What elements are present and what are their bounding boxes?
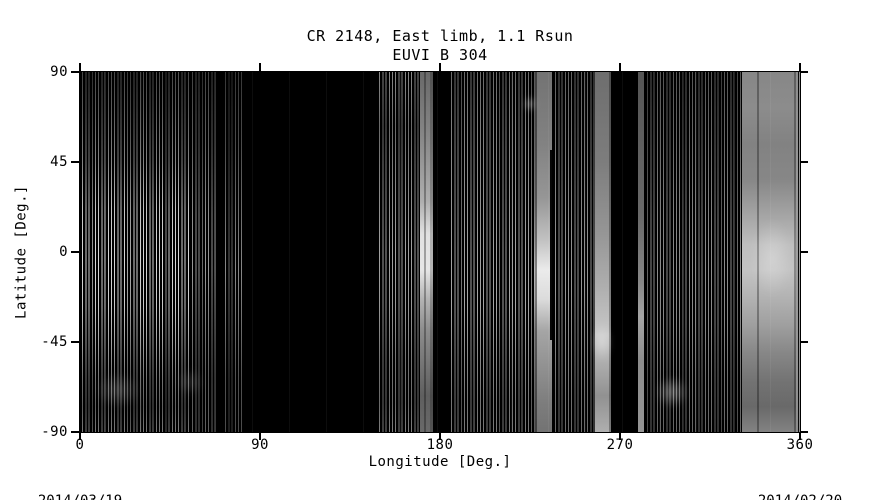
y-tick-label: 90 [50,64,68,80]
bright-region [752,220,792,296]
bright-region [176,368,204,396]
y-tick-label: -45 [41,334,68,350]
y-tick [71,341,80,343]
map-band [190,72,217,432]
map-band [595,72,611,432]
bright-region [592,324,612,360]
map-band [242,72,377,432]
plot-title-block: CR 2148, East limb, 1.1 Rsun EUVI B 304 [80,27,800,65]
bright-region [524,96,536,112]
map-band [223,72,242,432]
map-band [638,72,644,432]
map-band [553,72,595,432]
x-tick-top [439,63,441,72]
x-tick [619,432,621,440]
x-tick-top [79,63,81,72]
x-tick [439,432,441,440]
y-tick-right [800,161,808,163]
x-tick [799,432,801,440]
x-tick-label: 90 [251,437,269,453]
y-tick-right [800,71,808,73]
y-tick-right [800,251,808,253]
map-band [449,72,534,432]
x-tick-top [799,63,801,72]
y-tick [71,161,80,163]
bright-region [656,376,688,408]
x-tick [259,432,261,440]
y-tick [71,431,80,433]
start-date: 2014/03/19 [38,494,122,500]
carrington-map-image [80,72,800,432]
map-band [796,72,800,432]
x-tick-label: 360 [786,437,814,453]
x-tick-label: 0 [75,437,85,453]
x-tick-top [619,63,621,72]
y-tick-label: 45 [50,154,68,170]
x-tick-label: 270 [606,437,634,453]
map-band [80,72,190,432]
end-date: 2014/02/20 [758,494,842,500]
x-tick [79,432,81,440]
plot-subtitle: EUVI B 304 [392,46,488,64]
x-axis-title: Longitude [Deg.] [368,454,512,470]
x-tick-top [259,63,261,72]
map-band [377,72,419,432]
y-tick-right [800,431,808,433]
end-datetime: 2014/02/20 02:46:31 [758,466,842,500]
dark-artifact-line [549,150,552,340]
map-band [645,72,742,432]
start-datetime: 2014/03/19 04:58:43 [38,466,122,500]
y-tick-label: 0 [59,244,68,260]
y-tick [71,71,80,73]
y-tick-right [800,341,808,343]
bright-region [96,372,140,408]
y-tick [71,251,80,253]
map-band [217,72,223,432]
stripe-texture [80,72,800,432]
map-band [433,72,449,432]
map-band [611,72,638,432]
x-tick-label: 180 [426,437,454,453]
map-band [534,72,552,432]
plot-title: CR 2148, East limb, 1.1 Rsun [306,27,574,45]
map-band [742,72,796,432]
y-tick-label: -90 [41,424,68,440]
map-band [420,72,433,432]
